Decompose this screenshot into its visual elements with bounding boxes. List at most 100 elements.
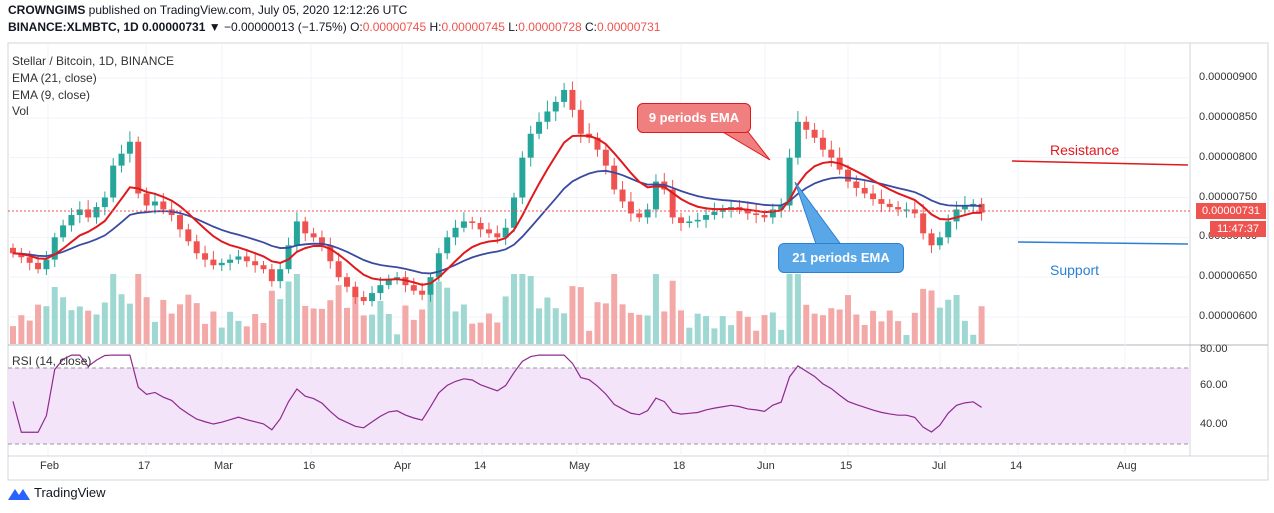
volume-bar [544, 297, 551, 344]
volume-bar [728, 325, 735, 344]
ema21-callout[interactable]: 21 periods EMA [778, 243, 904, 273]
o-label: O: [350, 20, 363, 34]
volume-bar [561, 313, 568, 344]
time-tick: Mar [214, 460, 233, 472]
volume-bar [177, 304, 183, 344]
ema9-callout[interactable]: 9 periods EMA [637, 103, 751, 133]
volume-bar [185, 294, 192, 344]
volume-bar [978, 306, 985, 344]
candle-body [669, 189, 676, 218]
volume-bar [594, 302, 601, 344]
candle-body [460, 221, 467, 228]
volume-bar [761, 315, 768, 344]
ohlc-line: BINANCE:XLMBTC, 1D 0.00000731 ▼ −0.00000… [8, 20, 660, 34]
volume-bar [268, 290, 275, 344]
time-tick: Jul [932, 460, 947, 472]
volume-bar [310, 308, 317, 344]
candle-body [76, 209, 83, 216]
volume-bar [293, 274, 300, 344]
author-name[interactable]: CROWNGIMS [8, 3, 86, 17]
volume-bar [686, 327, 693, 344]
candle-body [519, 157, 526, 198]
volume-bar [519, 274, 526, 344]
publish-info: published on TradingView.com, July 05, 2… [85, 3, 408, 17]
candle-body [135, 141, 142, 194]
volume-bar [93, 314, 100, 344]
candle-body [318, 237, 325, 246]
candle-body [202, 253, 209, 260]
candle-body [18, 253, 25, 258]
legend-ema9[interactable]: EMA (9, close) [12, 88, 91, 102]
symbol-text: BINANCE:XLMBTC, 1D 0.00000731 [8, 20, 206, 34]
candle-body [268, 269, 275, 282]
candle-body [452, 227, 459, 238]
legend-ema21[interactable]: EMA (21, close) [12, 71, 97, 85]
resistance-line[interactable] [1011, 160, 1189, 166]
volume-bar [636, 314, 643, 344]
volume-bar [402, 305, 409, 344]
resistance-label[interactable]: Resistance [1050, 142, 1120, 158]
candle-body [419, 290, 426, 295]
support-line[interactable] [1017, 241, 1189, 245]
candle-body [744, 209, 751, 214]
volume-bar [527, 276, 534, 344]
volume-bar [151, 321, 158, 344]
candle-body [243, 256, 250, 262]
volume-bar [385, 314, 392, 344]
volume-bar [335, 285, 342, 344]
candle-body [43, 259, 50, 270]
volume-bar [794, 274, 801, 344]
volume-bar [878, 321, 885, 344]
legend-rsi[interactable]: RSI (14, close) [12, 354, 92, 368]
tradingview-brand[interactable]: TradingView [34, 485, 106, 500]
volume-bar [210, 311, 217, 344]
candle-body [151, 201, 158, 206]
time-tick: 14 [474, 460, 487, 472]
rsi-tick-60: 60.00 [1200, 379, 1228, 391]
h-value: 0.00000745 [441, 20, 505, 34]
candle-body [577, 109, 584, 134]
candle-body [961, 205, 968, 210]
legend-vol[interactable]: Vol [12, 104, 29, 118]
rsi-tick-80: 80.00 [1200, 343, 1228, 355]
volume-bar [35, 304, 42, 344]
volume-bar [928, 290, 935, 344]
candle-body [185, 229, 192, 242]
volume-bar [619, 304, 626, 344]
candle-body [210, 259, 217, 266]
volume-bar [861, 324, 868, 344]
candle-body [794, 121, 801, 158]
support-label[interactable]: Support [1050, 262, 1100, 278]
volume-bar [419, 309, 426, 344]
candle-body [310, 233, 317, 238]
volume-bar [845, 295, 851, 344]
candle-body [636, 213, 643, 218]
price-tick: 0.00000850 [1199, 110, 1258, 123]
candle-body [277, 269, 284, 282]
volume-bar [427, 285, 434, 344]
tradingview-logo[interactable] [8, 489, 30, 500]
l-value: 0.00000728 [518, 20, 582, 34]
candle-body [118, 153, 125, 166]
candle-body [101, 197, 108, 208]
volume-bar [903, 335, 910, 344]
candle-body [644, 209, 651, 218]
volume-bar [536, 308, 543, 344]
time-tick: 18 [673, 460, 686, 472]
volume-bar [76, 306, 83, 344]
price-tick: 0.00000900 [1199, 71, 1258, 83]
chart-frame [7, 42, 1269, 481]
candle-body [227, 259, 234, 263]
volume-bar [160, 299, 167, 344]
volume-bar [577, 287, 584, 344]
volume-bar [344, 307, 350, 344]
candle-body [285, 245, 292, 270]
candle-body [611, 165, 618, 190]
rsi-band [8, 368, 1190, 444]
volume-bar [43, 306, 50, 344]
candle-body [853, 181, 860, 188]
volume-bar [694, 313, 701, 344]
publish-line: CROWNGIMS published on TradingView.com, … [8, 3, 407, 17]
candle-body [160, 201, 167, 210]
